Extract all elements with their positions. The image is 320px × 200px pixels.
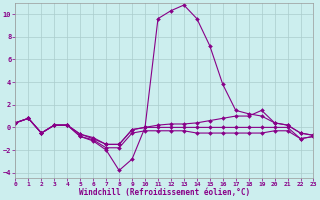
X-axis label: Windchill (Refroidissement éolien,°C): Windchill (Refroidissement éolien,°C) (79, 188, 250, 197)
